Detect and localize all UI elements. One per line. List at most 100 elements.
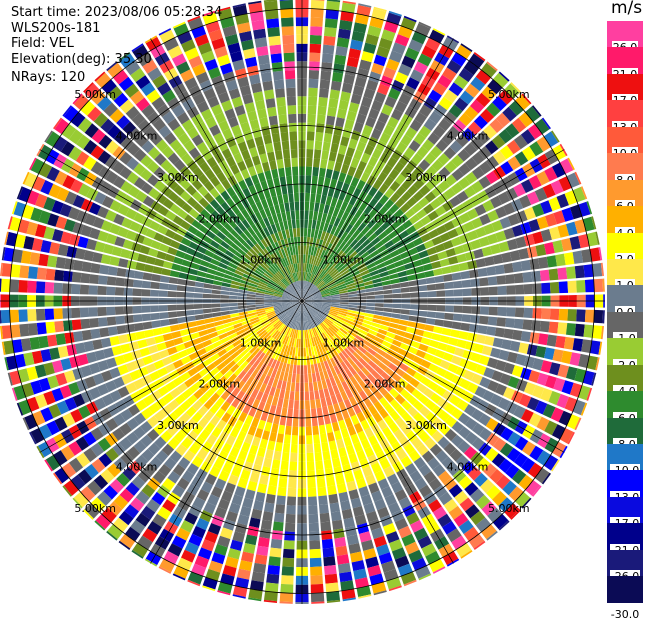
radar-gate: [307, 105, 317, 115]
radar-gate: [303, 321, 306, 331]
radar-gate: [303, 291, 310, 299]
radar-gate: [202, 10, 216, 17]
radar-gate: [250, 319, 260, 325]
radar-gate: [341, 380, 350, 391]
radar-gate: [456, 339, 467, 349]
radar-gate: [267, 313, 277, 319]
radar-gate: [271, 195, 279, 206]
radar-gate: [328, 386, 335, 397]
radar-gate: [419, 406, 431, 418]
radar-gate: [415, 243, 427, 253]
radar-gate: [386, 434, 398, 446]
radar-gate: [174, 197, 186, 208]
radar-gate: [286, 345, 291, 355]
radar-gate: [421, 543, 437, 557]
radar-gate: [290, 298, 300, 301]
radar-gate: [167, 492, 181, 505]
radar-gate: [221, 282, 231, 288]
radar-gate: [314, 390, 320, 400]
radar-gate: [376, 375, 387, 386]
radar-gate: [133, 270, 144, 280]
radar-gate: [79, 307, 90, 318]
radar-gate: [277, 311, 286, 318]
radar-gate: [501, 339, 512, 350]
radar-gate: [252, 193, 261, 204]
radar-gate: [425, 318, 436, 325]
radar-gate: [310, 566, 323, 576]
radar-gate: [225, 156, 236, 167]
radar-gate: [313, 434, 321, 444]
radar-gate: [398, 525, 412, 539]
radar-gate: [270, 233, 278, 243]
radar-gate: [90, 161, 104, 175]
radar-gate: [492, 72, 509, 88]
radar-gate: [131, 43, 144, 52]
radar-gate: [68, 441, 82, 456]
radar-gate: [132, 305, 142, 314]
radar-gate: [3, 340, 15, 355]
radar-gate: [398, 92, 412, 106]
radar-gate: [203, 399, 215, 410]
radar-gate: [281, 211, 287, 222]
radar-gate: [374, 226, 384, 237]
radar-gate: [334, 430, 343, 441]
radar-gate: [249, 316, 259, 322]
radar-gate: [305, 263, 309, 273]
radar-gate: [393, 383, 404, 394]
radar-gate: [257, 419, 266, 430]
radar-gate: [98, 422, 111, 436]
radar-gate: [239, 85, 252, 96]
radar-gate: [30, 428, 45, 444]
radar-gate: [302, 303, 305, 313]
radar-gate: [80, 224, 93, 237]
radar-gate: [304, 219, 309, 229]
radar-gate: [14, 234, 26, 249]
radar-gate: [529, 445, 544, 461]
radar-gate: [485, 140, 499, 155]
radar-gate: [284, 317, 291, 325]
radar-gate: [49, 242, 60, 255]
radar-gate: [311, 175, 318, 185]
radar-gate: [159, 558, 175, 573]
radar-gate: [173, 406, 185, 418]
radar-gate: [357, 292, 367, 297]
radar-gate: [257, 537, 270, 548]
radar-gate: [337, 219, 345, 229]
radar-gate: [276, 433, 284, 443]
radar-gate: [331, 303, 340, 306]
radar-gate: [140, 505, 156, 520]
radar-gate: [221, 100, 233, 112]
radar-gate: [257, 352, 266, 362]
radar-gate: [399, 251, 410, 260]
radar-gate: [324, 565, 337, 575]
radar-gate: [307, 228, 312, 238]
radar-gate: [290, 283, 296, 292]
radar-gate: [31, 238, 43, 252]
radar-gate: [380, 275, 391, 282]
radar-gate: [446, 528, 462, 543]
radar-gate: [299, 271, 302, 281]
radar-gate: [408, 39, 423, 53]
radar-gate: [317, 486, 327, 497]
radar-gate: [302, 289, 305, 299]
radar-gate: [434, 243, 446, 253]
radar-gate: [354, 168, 364, 180]
radar-gate: [11, 201, 18, 215]
radar-gate: [279, 0, 291, 1]
radar-gate: [192, 63, 206, 77]
radar-gate: [583, 264, 594, 278]
radar-gate: [405, 430, 418, 443]
radar-gate: [449, 394, 462, 407]
radar-gate: [261, 199, 269, 209]
radar-gate: [32, 176, 46, 192]
radar-gate: [404, 541, 420, 555]
radar-gate: [358, 3, 372, 8]
radar-gate: [173, 337, 184, 346]
radar-gate: [238, 289, 248, 294]
radar-gate: [313, 247, 318, 257]
radar-gate: [491, 134, 506, 149]
radar-gate: [242, 322, 252, 329]
radar-gate: [328, 338, 336, 347]
radar-gate: [161, 443, 175, 457]
radar-gate: [312, 355, 317, 365]
